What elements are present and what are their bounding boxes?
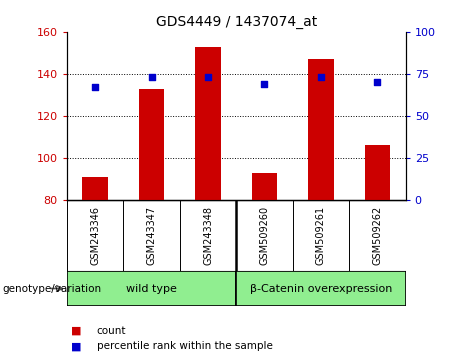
Bar (252, 173, 277, 200)
Text: percentile rank within the sample: percentile rank within the sample (97, 341, 273, 351)
Point (204, 74, 212, 80)
Bar (365, 145, 390, 200)
Bar (308, 59, 334, 200)
Text: GSM509262: GSM509262 (372, 206, 383, 265)
Point (91, 85, 99, 90)
Text: GSM243348: GSM243348 (203, 206, 213, 265)
Bar (195, 47, 221, 200)
Bar (67, 271, 236, 306)
Title: GDS4449 / 1437074_at: GDS4449 / 1437074_at (156, 16, 317, 29)
Text: GSM509261: GSM509261 (316, 206, 326, 265)
Bar (236, 271, 406, 306)
Point (148, 74, 155, 80)
Text: ■: ■ (71, 326, 82, 336)
Text: GSM243346: GSM243346 (90, 206, 100, 265)
Point (374, 80, 381, 85)
Text: wild type: wild type (126, 284, 177, 293)
Text: genotype/variation: genotype/variation (2, 284, 101, 293)
Text: GSM243347: GSM243347 (147, 206, 157, 265)
Bar (83, 177, 108, 200)
Bar (139, 88, 164, 200)
Text: count: count (97, 326, 126, 336)
Text: ■: ■ (71, 341, 82, 351)
Text: β-Catenin overexpression: β-Catenin overexpression (250, 284, 392, 293)
Point (317, 74, 325, 80)
Text: GSM509260: GSM509260 (260, 206, 270, 265)
Point (261, 81, 268, 87)
